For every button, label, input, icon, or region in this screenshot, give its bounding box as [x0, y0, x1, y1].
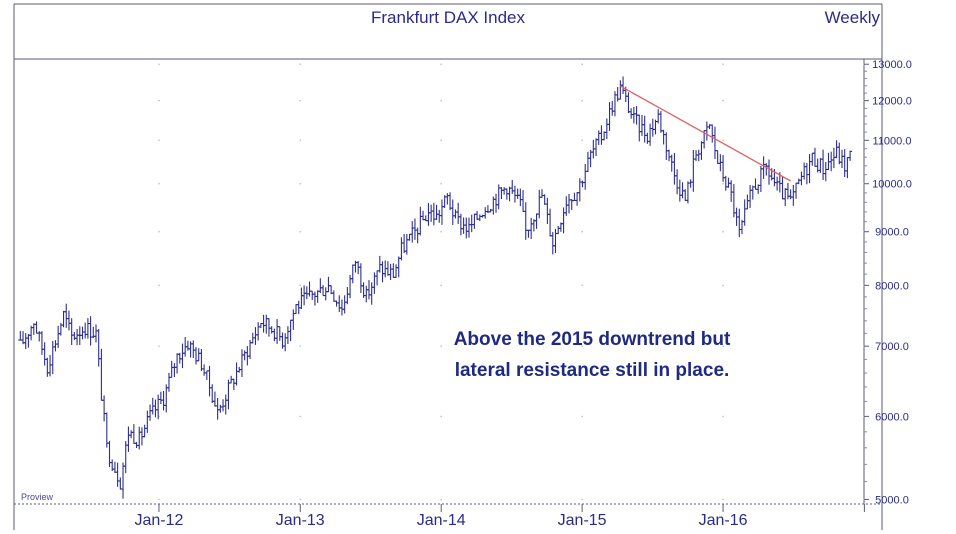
grid-dot — [722, 345, 724, 347]
trendline-group — [620, 85, 791, 182]
grid-dot — [722, 63, 724, 66]
y-tick-label: 13000.0 — [872, 59, 912, 71]
grid-dot — [158, 230, 160, 233]
grid-dot — [158, 345, 160, 347]
grid-dot — [299, 63, 302, 66]
x-axis: Jan-12 Jan-13 Jan-14 Jan-15 Jan-16 — [134, 504, 865, 529]
grid-dot — [440, 182, 442, 185]
price-bars — [18, 76, 853, 499]
grid-dot — [299, 230, 302, 233]
x-tick-label: Jan-12 — [134, 512, 183, 529]
grid-dot — [581, 345, 583, 347]
grid-dot — [581, 284, 583, 287]
grid-dot — [440, 284, 442, 287]
annotation-line-1: Above the 2015 downtrend but — [454, 329, 731, 350]
grid-dot — [299, 498, 302, 501]
grid-dot — [440, 230, 442, 233]
y-tick-label: 6000.0 — [875, 411, 909, 423]
y-tick-label: 11000.0 — [873, 135, 912, 147]
y-tick-label: 9000.0 — [875, 227, 909, 239]
grid-dot — [581, 415, 583, 418]
grid-dot — [440, 345, 442, 347]
grid-dot — [158, 182, 160, 185]
ohlc-bar — [848, 150, 853, 161]
x-tick-label: Jan-13 — [276, 512, 325, 529]
grid-dot — [158, 99, 160, 102]
grid-dot — [440, 139, 442, 142]
grid-dot — [581, 99, 583, 102]
x-tick-label: Jan-16 — [699, 512, 748, 529]
y-axis: 13000.0 12000.0 11000.0 10000.0 9000.0 8000.0… — [864, 59, 912, 506]
y-tick-label: 5000.0 — [875, 494, 909, 506]
grid-dot — [440, 498, 442, 501]
grid-dot — [722, 230, 724, 233]
grid-dot — [581, 139, 583, 142]
y-tick-label: 10000.0 — [872, 179, 912, 191]
grid-dot — [299, 415, 302, 418]
grid-dot — [158, 63, 160, 66]
annotation-line-2: lateral resistance still in place. — [455, 360, 730, 381]
grid-dot — [581, 63, 583, 66]
grid-dot — [158, 284, 160, 287]
y-tick-label: 8000.0 — [875, 280, 909, 292]
grid-dot — [722, 498, 724, 501]
y-tick-label: 7000.0 — [875, 341, 909, 353]
grid-dot — [722, 182, 724, 185]
grid-dot — [722, 139, 724, 142]
chart-title: Frankfurt DAX Index — [371, 8, 526, 27]
watermark: Proview — [21, 492, 54, 502]
grid-dot — [581, 498, 583, 501]
grid-dot — [440, 99, 442, 102]
y-tick-label: 12000.0 — [872, 96, 912, 108]
grid-dot — [440, 63, 442, 66]
x-tick-label: Jan-15 — [558, 512, 607, 529]
grid-dot — [299, 345, 302, 347]
grid-dot — [299, 182, 302, 185]
grid-dot — [722, 99, 724, 102]
grid-dot — [299, 139, 302, 142]
grid-dot — [158, 139, 160, 142]
grid-dot — [581, 230, 583, 233]
grid-dot — [722, 415, 724, 418]
downtrend-line — [620, 85, 791, 182]
grid-dot — [440, 415, 442, 418]
grid-dot — [158, 498, 160, 501]
grid-dot — [299, 99, 302, 102]
chart-subtitle: Weekly — [825, 8, 881, 27]
x-tick-label: Jan-14 — [417, 512, 466, 529]
grid-dot — [722, 284, 724, 287]
grid-dot — [299, 284, 302, 287]
